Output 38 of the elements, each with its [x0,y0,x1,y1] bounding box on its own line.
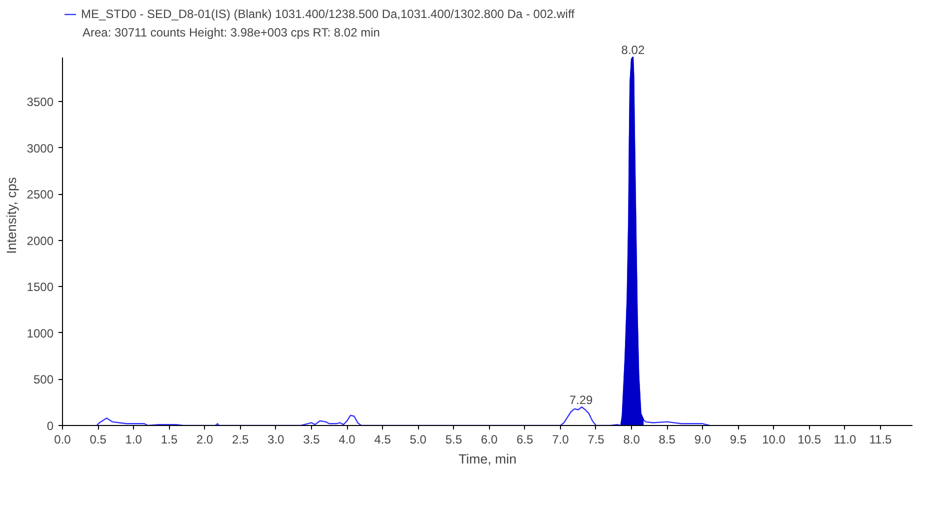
x-tick-label: 7.5 [588,432,605,446]
x-tick-label: 5.5 [445,432,462,446]
x-tick-label: 1.5 [160,432,178,446]
x-tick-label: 10.0 [762,432,786,446]
x-tick-label: 4.5 [374,432,392,446]
x-tick-label: 6.0 [480,432,498,446]
x-tick-label: 4.0 [338,432,356,446]
x-tick-label: 7.0 [552,432,570,446]
x-tick-label: 3.0 [268,432,285,446]
x-tick-label: 2.5 [232,432,249,446]
x-axis-title: Time, min [458,452,517,466]
x-tick-label: 10.5 [798,432,822,446]
x-tick-label: 2.0 [196,432,214,446]
x-tick-label: 9.5 [730,432,747,446]
x-tick-label: 8.0 [623,432,640,446]
legend-label: ME_STD0 - SED_D8-01(IS) (Blank) 1031.400/1238.500 Da,1031.400/1302.800 Da - 002.wiff [81,7,574,21]
y-axis-title: Intensity, cps [4,176,19,254]
y-tick-label: 2500 [26,188,54,202]
x-tick-label: 5.0 [410,432,427,446]
y-tick-label: 2000 [26,234,54,248]
y-tick-label: 3000 [26,141,54,156]
y-tick-label: 500 [33,372,54,387]
y-tick-label: 1000 [26,326,54,340]
x-tick-label: 6.5 [516,432,534,446]
x-tick-label: 11.5 [869,432,892,446]
y-tick-label: 1500 [26,280,54,294]
x-tick-label: 11.0 [834,432,856,446]
annotation: 8.02 [621,43,645,58]
x-tick-label: 0.5 [90,432,107,446]
x-tick-label: 8.5 [658,432,676,446]
chart-subtitle: Area: 30711 counts Height: 3.98e+003 cps RT: 8.02 min [82,26,380,40]
x-tick-label: 1.0 [125,432,142,446]
y-tick-label: 0 [46,419,54,433]
annotation: 7.29 [569,392,594,407]
y-tick-label: 3500 [26,95,54,110]
x-tick-label: 9.0 [694,432,712,446]
x-tick-label: 0.0 [54,432,72,446]
x-tick-label: 3.5 [303,432,320,446]
